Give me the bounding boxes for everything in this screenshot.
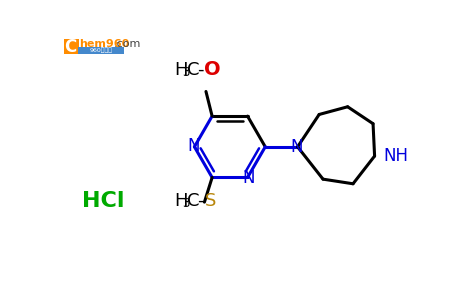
Text: O: O bbox=[204, 60, 221, 79]
Text: HCl: HCl bbox=[82, 191, 125, 211]
Text: N: N bbox=[187, 137, 200, 155]
Text: H: H bbox=[174, 61, 188, 79]
Text: C: C bbox=[187, 192, 205, 210]
Text: C: C bbox=[64, 38, 76, 56]
Text: S: S bbox=[204, 192, 216, 210]
Text: -: - bbox=[197, 61, 203, 79]
Text: H: H bbox=[174, 192, 188, 210]
Text: N: N bbox=[242, 169, 255, 187]
Text: C: C bbox=[187, 61, 205, 79]
Text: 3: 3 bbox=[182, 197, 190, 210]
Bar bbox=[78, 47, 124, 54]
Text: .com: .com bbox=[114, 39, 141, 50]
Text: 3: 3 bbox=[182, 67, 190, 79]
Text: -: - bbox=[197, 192, 203, 210]
Text: NH: NH bbox=[384, 147, 409, 165]
Text: N: N bbox=[291, 138, 303, 156]
Text: 960化工网: 960化工网 bbox=[90, 48, 113, 53]
Bar bbox=[64, 39, 79, 54]
Text: hem960: hem960 bbox=[79, 39, 129, 50]
